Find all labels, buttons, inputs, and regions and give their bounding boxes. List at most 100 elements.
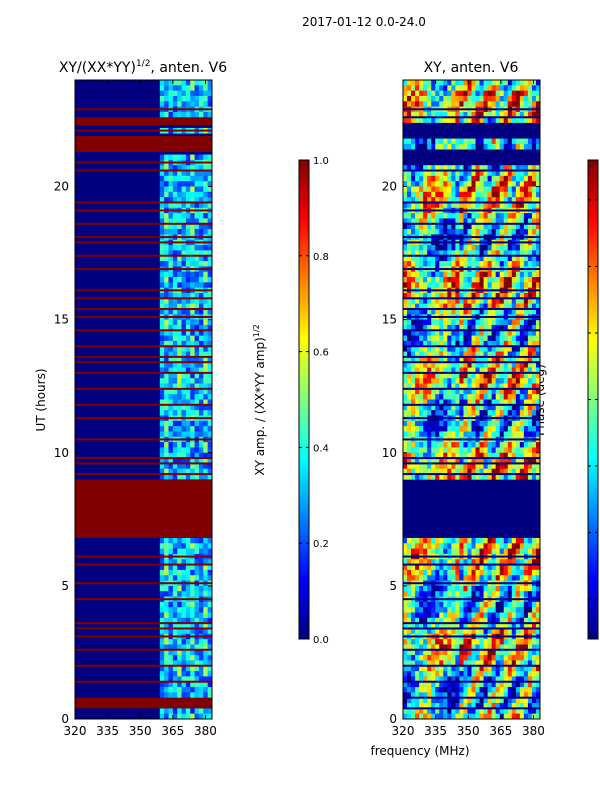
heatmap-cell <box>185 649 191 656</box>
heatmap-cell <box>499 601 505 608</box>
heatmap-cell <box>507 708 513 714</box>
heatmap-cell <box>172 80 178 86</box>
flag-line <box>403 201 540 204</box>
heatmap-cell <box>523 308 529 315</box>
heatmap-cell <box>203 197 208 203</box>
heatmap-cell <box>455 324 460 331</box>
heatmap-cell <box>535 713 541 720</box>
heatmap-cell <box>487 607 492 613</box>
heatmap-cell <box>491 346 496 352</box>
heatmap-cell <box>463 277 468 283</box>
heatmap-cell <box>419 649 424 656</box>
heatmap-cell <box>527 330 533 336</box>
heatmap-cell <box>471 692 476 698</box>
heatmap-cell <box>177 197 182 203</box>
heatmap-cell <box>194 687 200 693</box>
heatmap-cell <box>455 548 460 555</box>
heatmap-cell <box>491 426 496 432</box>
heatmap-cell <box>451 218 456 225</box>
heatmap-cell <box>190 277 195 283</box>
heatmap-cell <box>423 362 428 368</box>
heatmap-cell <box>435 607 440 613</box>
heatmap-cell <box>177 410 182 416</box>
heatmap-cell <box>527 362 533 368</box>
heatmap-cell <box>435 703 440 709</box>
heatmap-cell <box>531 399 537 406</box>
heatmap-cell <box>463 639 468 645</box>
heatmap-cell <box>487 346 492 352</box>
heatmap-cell <box>491 229 496 235</box>
flag-line <box>403 268 540 271</box>
heatmap-cell <box>407 80 412 86</box>
heatmap-cell <box>168 213 174 219</box>
heatmap-cell <box>467 649 472 656</box>
heatmap-cell <box>194 335 200 342</box>
heatmap-cell <box>407 362 412 368</box>
heatmap-cell <box>168 197 174 203</box>
heatmap-cell <box>423 468 428 475</box>
heatmap-cell <box>459 537 464 544</box>
heatmap-cell <box>491 319 496 326</box>
heatmap-cell <box>168 713 174 720</box>
heatmap-cell <box>491 111 496 118</box>
heatmap-cell <box>194 197 200 203</box>
heatmap-cell <box>467 298 472 304</box>
heatmap-cell <box>463 703 468 709</box>
heatmap-cell <box>185 617 191 624</box>
heatmap-cell <box>435 447 440 454</box>
heatmap-cell <box>403 335 408 342</box>
heatmap-cell <box>198 335 204 342</box>
heatmap-cell <box>203 442 208 448</box>
heatmap-cell <box>471 697 476 704</box>
heatmap-cell <box>451 474 456 480</box>
heatmap-cell <box>455 442 460 448</box>
heatmap-cell <box>523 628 529 635</box>
heatmap-cell <box>172 548 178 555</box>
heatmap-cell <box>447 229 452 235</box>
heatmap-cell <box>181 452 187 459</box>
heatmap-cell <box>483 655 488 661</box>
heatmap-cell <box>459 569 464 576</box>
heatmap-cell <box>535 383 541 390</box>
heatmap-cell <box>487 692 492 698</box>
heatmap-cell <box>423 628 428 635</box>
heatmap-cell <box>203 303 208 310</box>
heatmap-cell <box>194 340 200 347</box>
heatmap-cell <box>535 197 541 203</box>
heatmap-cell <box>423 197 428 203</box>
heatmap-cell <box>423 191 428 198</box>
heatmap-cell <box>447 346 452 352</box>
heatmap-cell <box>439 245 444 251</box>
heatmap-cell <box>407 261 412 267</box>
heatmap-cell <box>499 399 505 406</box>
heatmap-cell <box>203 687 208 693</box>
heatmap-cell <box>519 319 525 326</box>
heatmap-cell <box>447 293 452 299</box>
heatmap-cell <box>503 367 509 374</box>
heatmap-cell <box>503 575 509 581</box>
heatmap-cell <box>483 628 488 635</box>
heatmap-cell <box>459 308 464 315</box>
heatmap-cell <box>203 362 208 368</box>
heatmap-cell <box>435 85 440 91</box>
heatmap-cell <box>475 564 480 571</box>
heatmap-cell <box>164 175 169 182</box>
heatmap-cell <box>499 420 505 427</box>
heatmap-cell <box>483 90 488 97</box>
heatmap-cell <box>531 687 537 693</box>
heatmap-cell <box>535 692 541 698</box>
heatmap-cell <box>435 591 440 597</box>
heatmap-cell <box>403 143 408 150</box>
heatmap-cell <box>159 388 165 395</box>
heatmap-cell <box>519 639 525 645</box>
heatmap-cell <box>519 655 525 661</box>
heatmap-cell <box>207 282 213 288</box>
heatmap-cell <box>415 202 420 209</box>
heatmap-cell <box>511 367 517 374</box>
heatmap-cell <box>203 399 208 406</box>
heatmap-cell <box>471 447 476 454</box>
heatmap-cell <box>435 362 440 368</box>
heatmap-cell <box>471 703 476 709</box>
heatmap-cell <box>499 564 505 571</box>
heatmap-cell <box>439 681 444 688</box>
